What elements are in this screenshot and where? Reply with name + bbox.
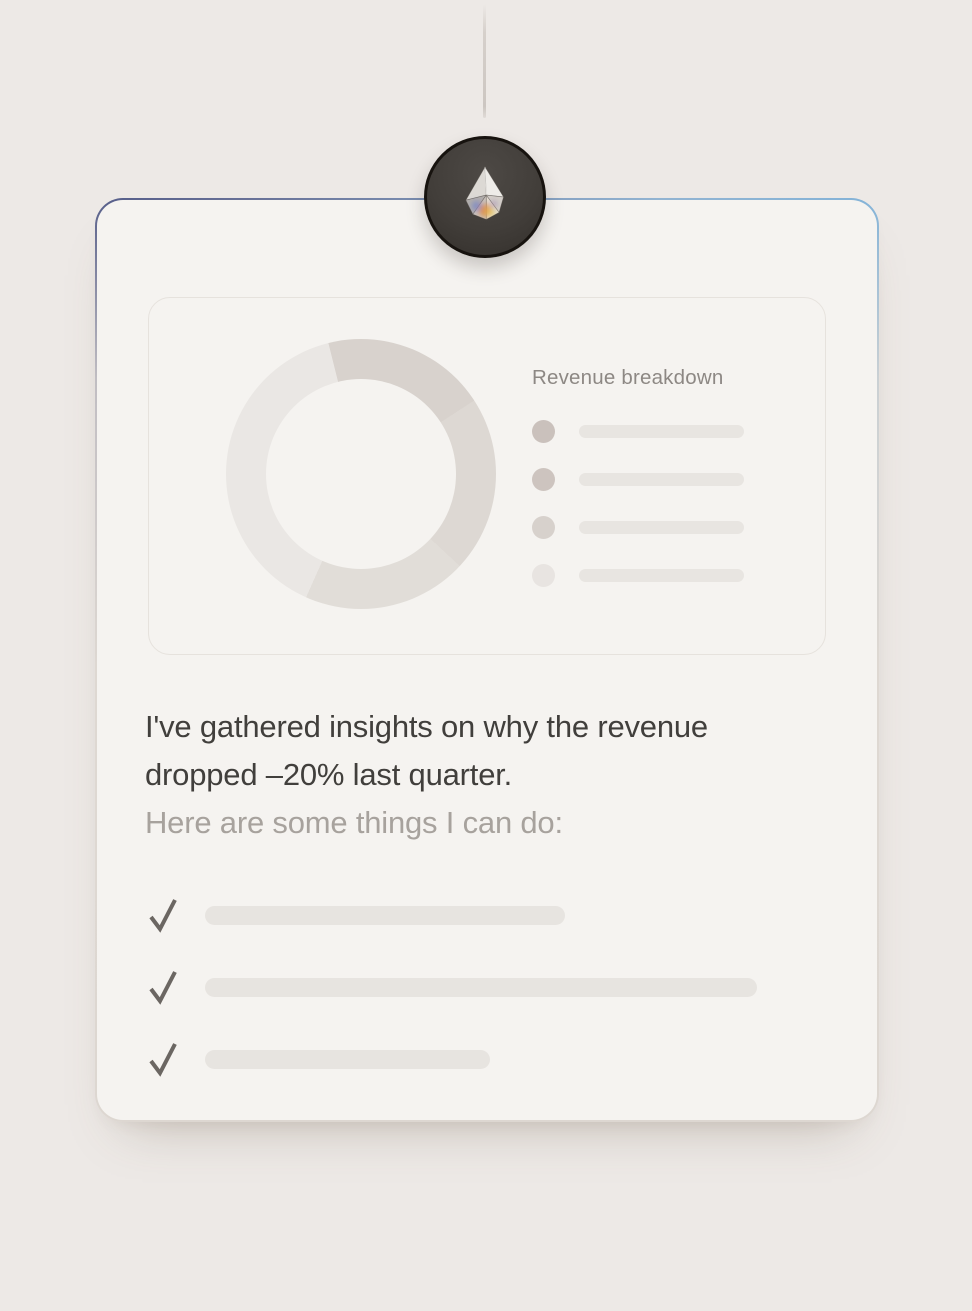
- message-primary: I've gathered insights on why the revenu…: [145, 703, 708, 799]
- prism-logo-icon: [465, 165, 505, 220]
- chart-panel: Revenue breakdown: [148, 297, 826, 655]
- chart-title: Revenue breakdown: [532, 366, 724, 389]
- check-icon: [149, 1043, 177, 1077]
- assistant-card: Revenue breakdown I've gathered insights…: [97, 200, 877, 1120]
- legend-dot: [532, 564, 555, 587]
- message-line-2: dropped –20% last quarter.: [145, 757, 513, 792]
- message-secondary: Here are some things I can do:: [145, 805, 563, 840]
- connector-line: [483, 4, 486, 118]
- legend-row: [532, 468, 744, 491]
- check-icon: [149, 971, 177, 1005]
- assistant-badge: [424, 136, 546, 258]
- legend-dot: [532, 420, 555, 443]
- legend-dot: [532, 468, 555, 491]
- legend-bar-placeholder: [579, 473, 744, 486]
- task-bar-placeholder: [205, 905, 565, 925]
- legend-row: [532, 516, 744, 539]
- task-bar-placeholder: [205, 977, 757, 997]
- legend-bar-placeholder: [579, 425, 744, 438]
- legend-dot: [532, 516, 555, 539]
- legend-bar-placeholder: [579, 569, 744, 582]
- legend-row: [532, 564, 744, 587]
- checklist-row: [148, 1041, 490, 1077]
- legend-bar-placeholder: [579, 521, 744, 534]
- donut-chart: [226, 339, 496, 609]
- assistant-message: I've gathered insights on why the revenu…: [145, 703, 708, 847]
- check-icon: [149, 899, 177, 933]
- message-line-1: I've gathered insights on why the revenu…: [145, 709, 708, 744]
- chart-legend: [532, 420, 744, 612]
- legend-row: [532, 420, 744, 443]
- task-bar-placeholder: [205, 1049, 490, 1069]
- assistant-card-border: Revenue breakdown I've gathered insights…: [95, 198, 879, 1122]
- donut-hole: [266, 379, 456, 569]
- checklist-row: [148, 897, 565, 933]
- checklist-row: [148, 969, 757, 1005]
